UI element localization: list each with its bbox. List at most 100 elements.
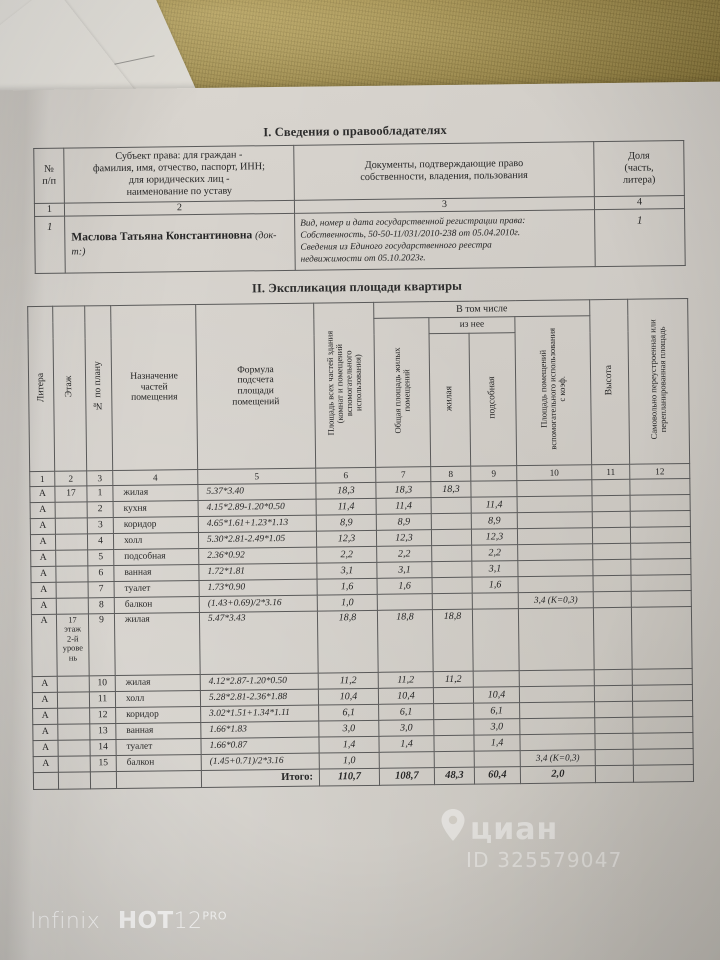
cell-litera: А (31, 614, 58, 677)
cell-height (594, 685, 633, 702)
cell-floor (57, 691, 90, 709)
cell-aux-coef (517, 559, 594, 577)
cell-formula: 1.72*1.81 (198, 563, 318, 581)
section-1-title: I. Сведения о правообладателях (263, 122, 447, 140)
cell-unauthorized (633, 748, 694, 766)
col-header-area-all-parts: Площадь всех частей здания (комнат и пом… (313, 302, 376, 469)
cell-plan-number: 11 (89, 691, 116, 708)
cell-litera: А (32, 676, 58, 693)
col-num-1: 1 (34, 203, 65, 217)
cell-utility (470, 480, 518, 498)
cell-area-all: 1,0 (317, 594, 378, 612)
cell-aux-coef (519, 717, 595, 735)
section-2-title: II. Экспликация площади квартиры (251, 278, 463, 296)
col-num-12: 12 (629, 463, 690, 480)
cell-area-all: 1,6 (317, 578, 378, 596)
cell-aux-coef (518, 607, 595, 671)
cell-utility: 8,9 (471, 512, 518, 530)
cell-unauthorized (630, 526, 691, 544)
cell-plan-number: 8 (88, 597, 115, 614)
registration-line-4: недвижимости от 05.10.2023г. (300, 253, 426, 265)
cell-plan-number: 12 (89, 707, 116, 724)
cell-floor-line-4: урове (62, 643, 83, 653)
cell-area-total: 3,0 (378, 719, 434, 737)
cell-height (594, 669, 633, 686)
cell-unauthorized (632, 684, 693, 702)
cell-formula: 3.02*1.51+1.34*1.11 (200, 705, 319, 723)
cell-height (594, 733, 634, 750)
cell-unauthorized (630, 510, 691, 528)
cell-area-total: 2,2 (376, 545, 432, 563)
col-header-number: № п/п (33, 148, 65, 204)
cell-height (593, 591, 632, 608)
cell-formula: 2.36*0.92 (198, 547, 317, 565)
cell-formula: 4.12*2.87-1.20*0.50 (200, 673, 319, 691)
col-header-plan-number: № по плану (84, 305, 113, 471)
cell-litera: А (32, 724, 58, 741)
cell-living: 11,2 (433, 671, 474, 688)
totals-utility: 60,4 (474, 766, 521, 785)
cell-floor (57, 723, 90, 741)
cell-height (592, 543, 631, 560)
col-num-4: 4 (112, 469, 198, 486)
cell-floor (56, 581, 89, 599)
cell-area-all: 10,4 (318, 688, 379, 706)
cell-aux-coef (517, 527, 593, 545)
cell-living (433, 735, 475, 752)
owner-name: Маслова Татьяна Константиновна (71, 228, 253, 244)
cell-height (594, 717, 633, 734)
cell-area-all: 18,3 (315, 482, 377, 500)
cell-unauthorized (632, 732, 694, 750)
col-header-purpose-line-3: помещения (131, 391, 178, 404)
col-header-litera: Литера (27, 306, 55, 472)
col-header-purpose: Назначение частей помещения (110, 304, 198, 471)
cell-purpose: коридор (115, 706, 201, 724)
cell-area-total: 18,3 (375, 481, 432, 499)
cell-living (434, 751, 475, 768)
cell-area-total: 3,1 (376, 561, 433, 579)
col-header-subject-line-4: наименование по уставу (126, 185, 233, 198)
cell-living (433, 703, 474, 720)
cell-utility (474, 750, 521, 768)
cell-aux-coef: 3,4 (К=0,3) (518, 591, 594, 609)
totals-height (595, 765, 634, 783)
cell-living (433, 719, 474, 736)
cell-purpose: ванная (115, 722, 201, 740)
cell-plan-number: 1 (86, 485, 114, 502)
cell-floor-line-2: этаж (64, 624, 82, 635)
col-num-8: 8 (430, 466, 471, 482)
totals-living: 48,3 (434, 767, 475, 785)
col-header-number-line-1: № (44, 163, 54, 175)
cell-plan-number: 3 (87, 517, 114, 534)
cell-utility: 12,3 (471, 528, 518, 546)
col-num-6: 6 (315, 467, 376, 484)
cell-formula: 1.66*0.87 (200, 737, 320, 755)
cell-purpose: туалет (114, 580, 200, 598)
table-row: 1 Маслова Татьяна Константиновна (док-т:… (34, 208, 686, 274)
cell-floor: 17 этаж 2-й урове нь (56, 613, 90, 677)
cell-purpose: коридор (113, 516, 199, 534)
cell-floor (57, 739, 91, 757)
col-num-5: 5 (197, 468, 316, 485)
cell-area-total: 18,8 (377, 609, 434, 673)
cell-purpose: балкон (116, 754, 202, 772)
cell-formula: (1.43+0.69)/2*3.16 (199, 595, 318, 613)
cell-area-total: 12,3 (376, 529, 432, 547)
cell-formula: 4.15*2.89-1.20*0.50 (198, 499, 317, 517)
col-header-height: Высота (589, 299, 630, 465)
totals-unauthorized (633, 764, 694, 783)
cell-litera: А (32, 708, 58, 725)
cell-aux-coef (519, 701, 595, 719)
cell-aux-coef (519, 733, 596, 751)
cell-plan-number: 4 (87, 533, 114, 550)
cell-unauthorized (632, 700, 693, 718)
cell-litera: А (31, 582, 57, 599)
cell-floor (55, 501, 88, 519)
col-header-share: Доля (часть, литера) (593, 140, 685, 197)
cell-living: 18,8 (432, 609, 474, 672)
cell-living (432, 577, 473, 594)
cell-formula: (1.45+0.71)/2*3.16 (201, 753, 320, 771)
cell-living (431, 513, 472, 530)
cell-aux-coef (518, 575, 594, 593)
cell-floor (57, 675, 90, 693)
